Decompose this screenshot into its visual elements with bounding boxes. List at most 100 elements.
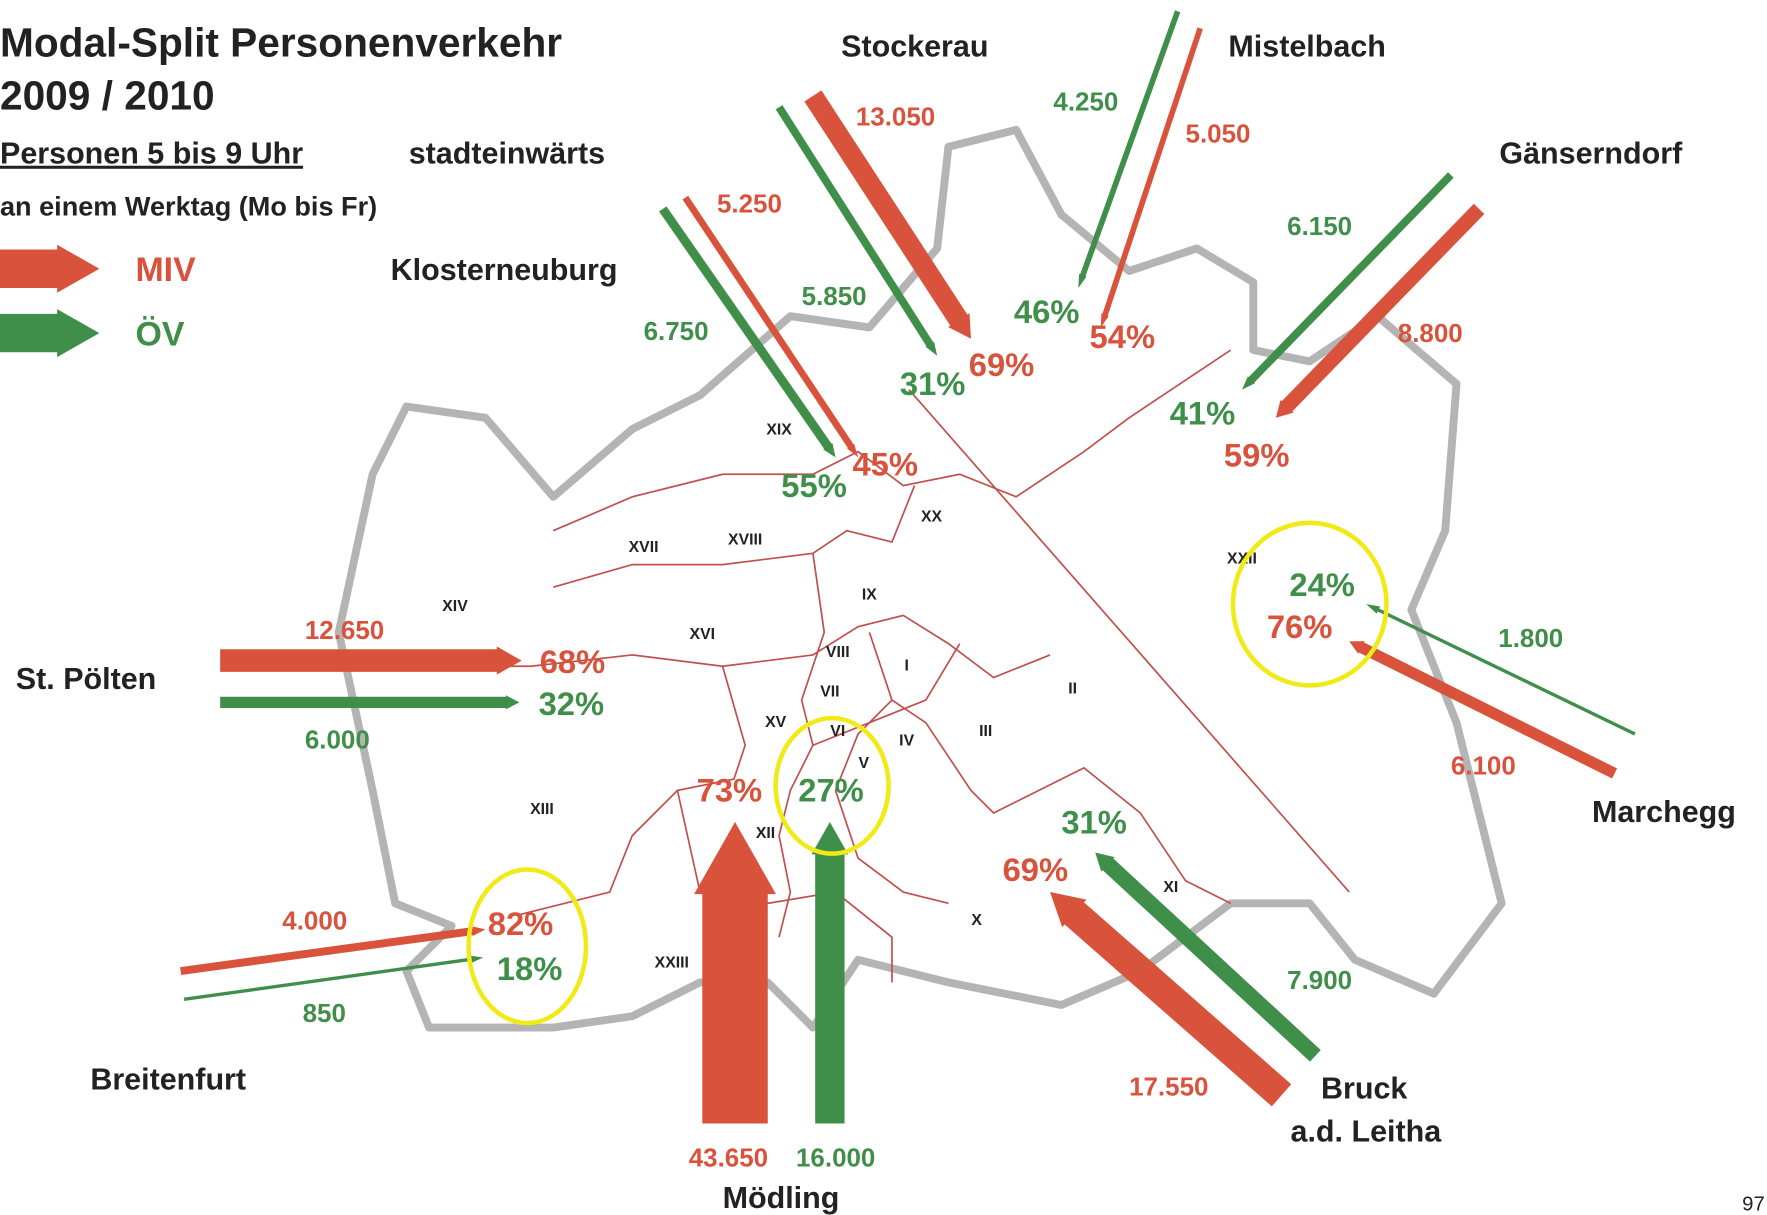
miv-share: 59% bbox=[1224, 436, 1290, 473]
ov-flow-arrow bbox=[1078, 10, 1181, 288]
miv-share: 69% bbox=[1003, 851, 1069, 888]
ov-flow-arrow bbox=[1241, 172, 1454, 390]
district-label: XVI bbox=[690, 626, 715, 643]
district-label: XXIII bbox=[655, 955, 689, 972]
labels: Modal-Split Personenverkehr 2009 / 2010 Pe… bbox=[0, 19, 1765, 1215]
miv-share: 45% bbox=[852, 445, 918, 482]
miv-flow-arrow bbox=[180, 926, 486, 976]
miv-count: 6.100 bbox=[1451, 751, 1516, 781]
miv-flow-arrow bbox=[1275, 203, 1485, 418]
ov-count: 6.150 bbox=[1287, 211, 1352, 241]
ov-share: 24% bbox=[1289, 566, 1355, 603]
miv-flow-arrow bbox=[804, 90, 972, 339]
district-label: X bbox=[971, 912, 982, 929]
ov-count: 6.750 bbox=[644, 316, 709, 346]
flow-arrows bbox=[0, 10, 1636, 1124]
legend-swatch bbox=[0, 244, 100, 293]
miv-share: 76% bbox=[1267, 608, 1333, 645]
place-name: Marchegg bbox=[1592, 795, 1736, 829]
miv-share: 69% bbox=[969, 346, 1035, 383]
place-name: Breitenfurt bbox=[90, 1063, 246, 1097]
district-label: XVII bbox=[629, 539, 659, 556]
ov-share: 32% bbox=[539, 685, 605, 722]
district-label: IV bbox=[899, 732, 914, 749]
ov-count: 7.900 bbox=[1287, 965, 1352, 995]
district-label: XIX bbox=[766, 422, 792, 439]
ov-share: 18% bbox=[497, 950, 563, 987]
ov-flow-arrow bbox=[183, 955, 484, 1002]
miv-flow-arrow bbox=[1349, 641, 1618, 779]
ov-flow-arrow bbox=[775, 105, 938, 356]
legend-label: MIV bbox=[135, 251, 196, 289]
title: Modal-Split Personenverkehr bbox=[0, 19, 562, 65]
miv-count: 43.650 bbox=[689, 1142, 768, 1172]
miv-flow-arrow bbox=[682, 195, 859, 458]
miv-count: 4.000 bbox=[282, 905, 347, 935]
district-label: III bbox=[979, 723, 992, 740]
ov-flow-arrow bbox=[1095, 852, 1321, 1062]
miv-share: 68% bbox=[540, 643, 606, 680]
ov-count: 16.000 bbox=[796, 1142, 875, 1172]
highlight-circle bbox=[466, 867, 589, 1026]
ov-count: 850 bbox=[303, 998, 346, 1028]
ov-count: 6.000 bbox=[305, 725, 370, 755]
highlight-circle bbox=[1230, 520, 1389, 688]
place-name: Gänserndorf bbox=[1499, 137, 1683, 171]
place-name: a.d. Leitha bbox=[1291, 1115, 1443, 1149]
district-label: XII bbox=[756, 825, 775, 842]
place-name: St. Pölten bbox=[16, 662, 157, 696]
subtitle: Personen 5 bis 9 Uhr bbox=[0, 137, 303, 171]
legend-swatch bbox=[0, 309, 100, 358]
ov-share: 27% bbox=[798, 772, 864, 809]
highlight-circle bbox=[773, 715, 891, 856]
miv-flow-arrow bbox=[1050, 892, 1292, 1107]
ov-flow-arrow bbox=[659, 206, 836, 458]
district-label: XI bbox=[1163, 879, 1178, 896]
district-label: I bbox=[904, 658, 908, 675]
ov-share: 31% bbox=[1061, 803, 1127, 840]
district-borders bbox=[429, 349, 1350, 983]
district-label: II bbox=[1068, 680, 1077, 697]
district-label: XV bbox=[765, 714, 787, 731]
miv-count: 5.250 bbox=[717, 188, 782, 218]
miv-count: 5.050 bbox=[1186, 118, 1251, 148]
ov-count: 4.250 bbox=[1053, 87, 1118, 117]
district-label: VI bbox=[830, 723, 845, 740]
subtitle: stadteinwärts bbox=[409, 137, 605, 171]
miv-flow-arrow bbox=[220, 646, 522, 675]
district-label: VIII bbox=[826, 644, 850, 661]
ov-share: 31% bbox=[900, 365, 966, 402]
district-label: XIV bbox=[442, 598, 468, 615]
ov-count: 5.850 bbox=[802, 281, 867, 311]
note: an einem Werktag (Mo bis Fr) bbox=[0, 191, 377, 222]
miv-flow-arrow bbox=[694, 822, 776, 1124]
ov-count: 1.800 bbox=[1498, 623, 1563, 653]
ov-flow-arrow bbox=[220, 695, 520, 710]
district-label: VII bbox=[820, 684, 839, 701]
page-number: 97 bbox=[1742, 1193, 1765, 1215]
place-name: Klosterneuburg bbox=[391, 253, 618, 287]
ov-share: 41% bbox=[1170, 395, 1236, 432]
ov-share: 55% bbox=[781, 467, 847, 504]
miv-count: 13.050 bbox=[856, 101, 935, 131]
miv-share: 73% bbox=[697, 772, 763, 809]
ov-flow-arrow bbox=[811, 822, 849, 1124]
ov-flow-arrow bbox=[1366, 604, 1636, 736]
district-label: XVIII bbox=[728, 531, 762, 548]
miv-count: 8.800 bbox=[1398, 318, 1463, 348]
district-label: IX bbox=[862, 587, 877, 604]
place-name: Bruck bbox=[1321, 1072, 1407, 1106]
miv-share: 82% bbox=[488, 905, 554, 942]
miv-count: 17.550 bbox=[1129, 1071, 1208, 1101]
district-label: XX bbox=[921, 509, 943, 526]
place-name: Mödling bbox=[723, 1181, 840, 1215]
ov-share: 46% bbox=[1014, 293, 1080, 330]
highlight-circles bbox=[466, 520, 1389, 1026]
district-label: XIII bbox=[530, 801, 554, 818]
title: 2009 / 2010 bbox=[0, 73, 215, 119]
miv-share: 54% bbox=[1090, 318, 1156, 355]
place-name: Stockerau bbox=[841, 29, 988, 63]
miv-flow-arrow bbox=[1100, 27, 1203, 328]
legend-label: ÖV bbox=[135, 316, 184, 354]
